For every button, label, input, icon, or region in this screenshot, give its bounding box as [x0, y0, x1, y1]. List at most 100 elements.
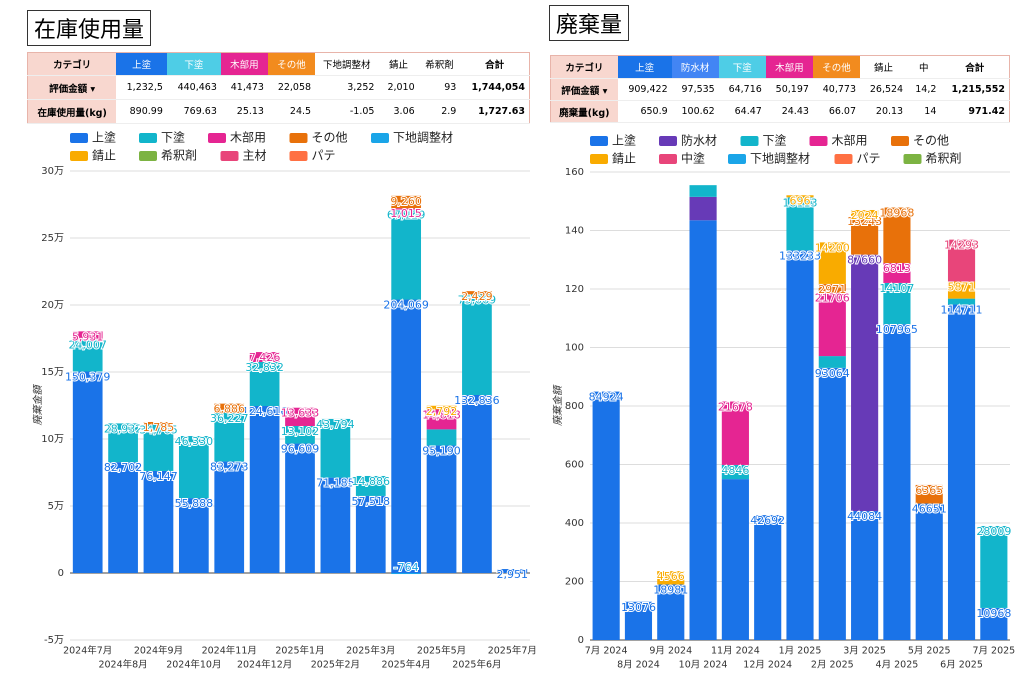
bar-segment	[143, 470, 174, 573]
table-cell: 下塗	[718, 55, 766, 79]
bar-segment	[72, 331, 103, 340]
data-label: 5,931	[72, 330, 104, 343]
table-header: カテゴリ 上塗 防水材 下塗 木部用 その他 錆止中合計	[550, 55, 1010, 79]
table-cell: 1,215,552	[940, 78, 1010, 101]
x-tick-label: 2024年11月	[202, 645, 257, 657]
table-cell: 合計	[460, 52, 530, 76]
bar-segment	[689, 196, 717, 221]
summary-table: カテゴリ 上塗 防水材 下塗 木部用 その他 錆止中合計 評価金額 ▾ 909,422 97,53…	[550, 55, 1010, 123]
panel-title: 廃棄量	[549, 5, 630, 41]
legend-label: 錆止	[92, 148, 116, 163]
data-label: 95,190	[422, 444, 461, 457]
legend-label: 下地調整材	[750, 151, 810, 166]
x-tick-label: 2024年10月	[166, 659, 221, 671]
x-tick-label: 7月 2024	[585, 646, 628, 657]
data-label: 6365	[915, 484, 943, 497]
bar-segment	[883, 263, 911, 283]
data-label: 84924	[589, 391, 624, 404]
x-tick-label: 9月 2024	[649, 646, 692, 657]
data-label: 28009	[976, 525, 1011, 538]
x-tick-label: 2025年2月	[311, 659, 360, 671]
legend-label: 防水材	[681, 133, 717, 148]
data-label: 107965	[876, 323, 918, 336]
y-tick-label: 5万	[48, 501, 64, 512]
table-cell: 評価金額 ▾	[27, 75, 117, 100]
bar-segment	[915, 503, 943, 640]
legend-label: 木部用	[230, 130, 266, 145]
bar-segment	[355, 475, 386, 496]
legend-label: 上塗	[92, 130, 116, 145]
table-cell: 1,727.63	[460, 99, 530, 124]
bar-segment	[426, 405, 457, 410]
y-tick-label: 30万	[41, 166, 64, 177]
x-tick-label: 2024年12月	[237, 659, 292, 671]
data-label: 14200	[815, 241, 850, 254]
table-cell: 下地調整材	[315, 52, 379, 76]
y-tick-label: 600	[565, 460, 584, 471]
bar-segment	[689, 185, 717, 197]
x-tick-label: 2月 2025	[811, 660, 854, 671]
data-label: -764	[394, 561, 419, 574]
legend-swatch	[809, 136, 828, 146]
data-label: 83,273	[210, 460, 249, 473]
legend-swatch	[590, 154, 608, 164]
legend-swatch	[590, 136, 608, 146]
bar-segment	[786, 197, 814, 251]
bar-segment	[391, 208, 422, 210]
data-label: 24,007	[68, 338, 107, 351]
data-label: 696	[790, 194, 811, 207]
table-row: 在庫使用量(kg) 890.99 769.63 25.13 24.5 -1.05 3.06 2…	[27, 99, 530, 124]
legend-label: その他	[312, 131, 348, 145]
legend-swatch	[659, 154, 677, 164]
data-label: 18113	[783, 196, 818, 209]
y-tick-label: 25万	[41, 233, 64, 244]
table-row: 廃棄量(kg) 650.9 100.62 64.47 24.43 66.07 20.13 14…	[550, 100, 1010, 123]
table-cell: 41,473	[220, 75, 268, 100]
y-tick-label: 120	[565, 284, 584, 295]
data-label: 7,426	[249, 351, 281, 364]
data-label: 36,227	[210, 412, 249, 425]
data-label: 76,147	[139, 470, 178, 483]
table-cell: 中	[907, 55, 941, 79]
table-cell: 錆止	[860, 55, 908, 79]
table-cell: 木部用	[765, 55, 813, 79]
table-cell: 上塗	[116, 52, 167, 76]
x-tick-label: 6月 2025	[940, 660, 983, 671]
data-label: 132,836	[454, 394, 500, 407]
bar-segment	[108, 423, 138, 463]
data-label: 13,633	[281, 407, 320, 420]
data-label: 2,951	[497, 568, 529, 581]
legend-swatch	[659, 136, 677, 146]
bar-segment	[657, 584, 685, 640]
bar-segment	[689, 220, 717, 640]
table-cell: 971.42	[940, 100, 1010, 123]
bar-segment	[426, 445, 457, 573]
table-cell: 下塗	[166, 52, 221, 76]
data-label: 133233	[779, 249, 821, 262]
bar-segment	[426, 409, 457, 430]
x-tick-label: 2025年4月	[382, 659, 431, 671]
data-label: 114711	[941, 303, 983, 316]
legend-swatch	[139, 133, 157, 143]
table-cell: 2,010	[378, 75, 419, 100]
x-tick-label: 2025年6月	[452, 659, 501, 671]
data-label: 71,185	[316, 477, 355, 490]
table-cell: 25.13	[220, 99, 268, 124]
bar-segment	[285, 425, 315, 444]
legend-swatch	[891, 136, 909, 146]
table-cell: 890.99	[116, 99, 167, 124]
legend-swatch	[139, 151, 157, 161]
data-label: 18968	[879, 207, 914, 220]
data-label: 21706	[815, 292, 850, 305]
bar-segment	[143, 421, 174, 425]
legend-label: 下地調整材	[393, 130, 453, 145]
bar-segment	[214, 403, 245, 413]
data-label: 28,932	[104, 422, 143, 435]
legend-label: 木部用	[832, 133, 868, 148]
bar-segment	[320, 418, 351, 478]
legend-label: 下塗	[161, 130, 185, 145]
bar-segment	[391, 573, 422, 575]
table-cell: 評価金額 ▾	[550, 78, 618, 101]
bar-segment	[947, 239, 976, 282]
